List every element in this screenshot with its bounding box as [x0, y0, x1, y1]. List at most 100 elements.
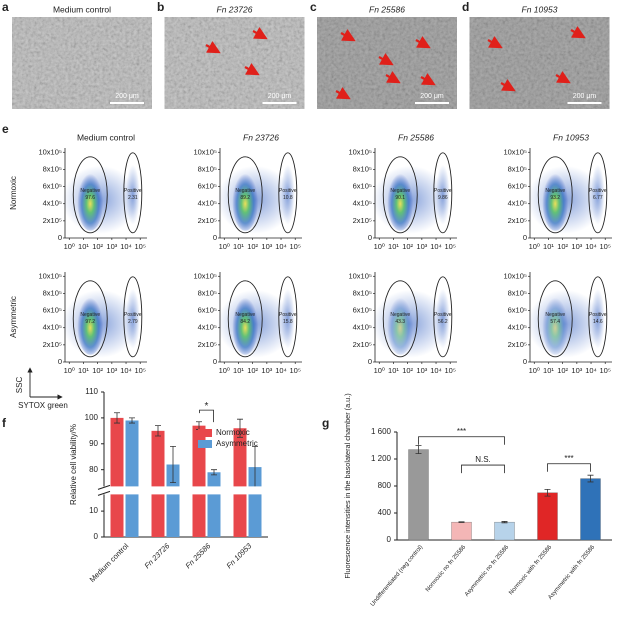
x-tick-label: 10²	[247, 366, 258, 375]
y-axis-label: Fluorescence intensities in the basolate…	[343, 393, 352, 578]
gate-name: Positive	[589, 188, 607, 194]
y-tick-label: 2x10⁵	[43, 216, 62, 225]
bracket	[547, 463, 591, 472]
gate-value: 2.79	[128, 319, 138, 325]
x-tick-label: 10²	[402, 242, 413, 251]
y-tick-label: 6x10⁵	[198, 182, 217, 191]
x-tick-label: Undifferentiated (neg control)	[370, 544, 424, 607]
y-tick-label: 4x10⁵	[43, 323, 62, 332]
bracket	[461, 464, 505, 474]
arrow	[244, 63, 260, 76]
x-tick-label: 10³	[416, 242, 427, 251]
gate	[537, 280, 573, 358]
x-tick-label: 10¹	[543, 366, 554, 375]
scatter-cloud	[435, 164, 450, 225]
y-tick-label: 8x10⁵	[198, 288, 217, 297]
y-tick-label: 6x10⁵	[353, 306, 372, 315]
y-tick-label: 8x10⁵	[43, 288, 62, 297]
y-tick-label: 10x10⁵	[193, 147, 217, 156]
y-tick-label: 0	[368, 357, 372, 366]
gate	[72, 280, 108, 358]
bar	[537, 492, 558, 541]
y-tick-label: 2x10⁵	[508, 340, 527, 349]
y-tick-label: 1 200	[371, 454, 392, 463]
axis-break	[98, 486, 268, 495]
gate-value: 89.2	[240, 195, 250, 201]
y-tick-label: 0	[523, 233, 527, 242]
bar	[125, 420, 139, 537]
y-tick-label: 6x10⁵	[198, 306, 217, 315]
y-tick-label: 4x10⁵	[43, 199, 62, 208]
arrow	[555, 71, 571, 84]
arrow	[205, 41, 221, 54]
annotation: ***	[564, 454, 573, 463]
gate	[227, 156, 263, 234]
y-tick-label: 0	[213, 233, 217, 242]
x-tick-label: 10²	[247, 242, 258, 251]
gate-value: 90.1	[395, 195, 405, 201]
y-tick-label: 8x10⁵	[43, 164, 62, 173]
y-tick-label: 2x10⁵	[508, 216, 527, 225]
y-tick-label: 90	[89, 439, 98, 448]
x-tick-label: 10⁰	[64, 242, 75, 251]
micrograph-title: Fn 25586	[369, 4, 405, 14]
bar	[192, 425, 206, 537]
arrow	[420, 73, 436, 86]
y-tick-label: 800	[378, 481, 392, 490]
gate-value: 57.4	[550, 319, 560, 325]
y-tick-label: 8x10⁵	[353, 164, 372, 173]
gate-name: Negative	[80, 188, 100, 194]
x-tick-label: 10³	[571, 242, 582, 251]
gate-value: 9.86	[438, 195, 448, 201]
micrograph	[164, 17, 305, 109]
y-tick-label: 4x10⁵	[508, 199, 527, 208]
y-tick-label: 1 600	[371, 427, 392, 436]
annotation: *	[205, 401, 209, 412]
gate	[123, 276, 143, 358]
x-tick-label: 10²	[557, 242, 568, 251]
x-tick-label: 10⁵	[600, 242, 611, 251]
x-tick-label: 10⁴	[120, 242, 132, 251]
scatter-cloud	[125, 164, 140, 225]
gate	[588, 152, 608, 234]
gate-name: Negative	[545, 312, 565, 318]
y-tick-label: 0	[368, 233, 372, 242]
y-tick-label: 8x10⁵	[353, 288, 372, 297]
legend-label: Normoxic	[216, 428, 250, 437]
legend-swatch	[198, 429, 212, 437]
x-tick-label: 10²	[92, 366, 103, 375]
gate-name: Negative	[235, 312, 255, 318]
arrow	[570, 26, 586, 39]
x-tick-label: 10³	[106, 366, 117, 375]
scatter-density	[77, 170, 104, 231]
micrograph	[12, 17, 152, 109]
axis-label: SSC	[15, 377, 24, 394]
scatter-cloud	[590, 288, 605, 349]
error-bar	[237, 418, 243, 438]
error-bar	[211, 469, 217, 476]
bar	[166, 464, 180, 537]
gate-name: Negative	[80, 312, 100, 318]
x-tick-label: Normoxic no fn 25586	[425, 544, 468, 593]
gate-name: Negative	[545, 188, 565, 194]
y-tick-label: 2x10⁵	[353, 216, 372, 225]
gate-value: 10.8	[283, 195, 293, 201]
x-tick-label: 10⁰	[529, 242, 540, 251]
y-tick-label: 8x10⁵	[198, 164, 217, 173]
flow-row-label: Normoxic	[9, 176, 18, 210]
y-tick-label: 6x10⁵	[43, 306, 62, 315]
scatter-density	[232, 170, 259, 231]
y-tick-label: 0	[94, 532, 99, 541]
x-tick-label: 10³	[571, 366, 582, 375]
y-tick-label: 10x10⁵	[503, 271, 527, 280]
arrow	[500, 79, 516, 92]
scatter-cloud	[280, 164, 295, 225]
legend-label: Asymmetric	[216, 439, 258, 448]
gate	[123, 152, 143, 234]
x-tick-label: 10⁰	[219, 366, 230, 375]
bar	[233, 428, 247, 537]
y-tick-label: 4x10⁵	[353, 199, 372, 208]
x-tick-label: 10¹	[388, 242, 399, 251]
y-tick-label: 6x10⁵	[353, 182, 372, 191]
